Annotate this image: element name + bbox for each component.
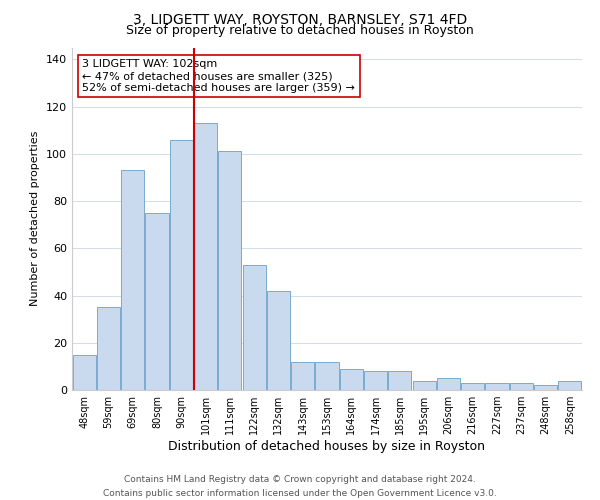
Bar xyxy=(364,371,387,390)
Text: 3, LIDGETT WAY, ROYSTON, BARNSLEY, S71 4FD: 3, LIDGETT WAY, ROYSTON, BARNSLEY, S71 4… xyxy=(133,12,467,26)
Bar xyxy=(510,383,533,390)
Bar xyxy=(97,308,120,390)
Text: 3 LIDGETT WAY: 102sqm
← 47% of detached houses are smaller (325)
52% of semi-det: 3 LIDGETT WAY: 102sqm ← 47% of detached … xyxy=(82,60,355,92)
Bar xyxy=(485,383,509,390)
Bar xyxy=(194,123,217,390)
Bar xyxy=(316,362,338,390)
Bar xyxy=(267,291,290,390)
Text: Contains HM Land Registry data © Crown copyright and database right 2024.
Contai: Contains HM Land Registry data © Crown c… xyxy=(103,476,497,498)
Bar xyxy=(437,378,460,390)
Text: Size of property relative to detached houses in Royston: Size of property relative to detached ho… xyxy=(126,24,474,37)
Bar xyxy=(461,383,484,390)
Bar xyxy=(388,371,412,390)
Bar xyxy=(413,380,436,390)
Bar xyxy=(534,386,557,390)
X-axis label: Distribution of detached houses by size in Royston: Distribution of detached houses by size … xyxy=(169,440,485,453)
Bar xyxy=(291,362,314,390)
Bar xyxy=(340,368,363,390)
Bar xyxy=(145,213,169,390)
Bar xyxy=(218,152,241,390)
Y-axis label: Number of detached properties: Number of detached properties xyxy=(31,131,40,306)
Bar xyxy=(73,354,95,390)
Bar xyxy=(121,170,144,390)
Bar xyxy=(242,265,266,390)
Bar xyxy=(559,380,581,390)
Bar xyxy=(170,140,193,390)
